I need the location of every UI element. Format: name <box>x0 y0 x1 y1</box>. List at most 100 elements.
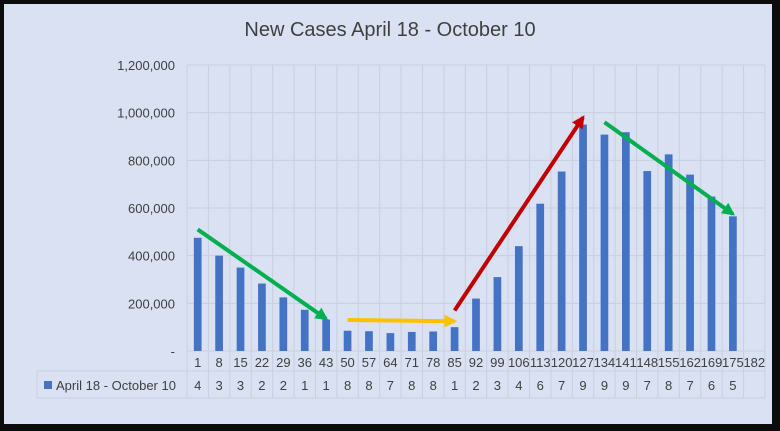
x-tick-label: 8 <box>215 355 222 370</box>
trend-arrow <box>603 120 735 216</box>
bar <box>215 255 223 351</box>
table-value: 1 <box>323 378 330 393</box>
table-value: 8 <box>365 378 372 393</box>
table-value: 7 <box>644 378 651 393</box>
x-tick-label: 106 <box>508 355 530 370</box>
bar <box>365 331 373 351</box>
bar <box>236 267 245 351</box>
x-tick-label: 64 <box>383 355 397 370</box>
bar <box>300 309 309 351</box>
x-tick-label: 22 <box>255 355 269 370</box>
bar <box>386 333 395 351</box>
x-tick-label: 1 <box>194 355 201 370</box>
table-value: 1 <box>301 378 308 393</box>
table-value: 4 <box>515 378 522 393</box>
table-value: 8 <box>665 378 672 393</box>
table-value: 3 <box>237 378 244 393</box>
table-value: 2 <box>280 378 287 393</box>
x-tick-label: 127 <box>572 355 594 370</box>
table-value: 9 <box>622 378 629 393</box>
y-tick-label: 600,000 <box>128 201 175 216</box>
bar <box>493 277 502 351</box>
bar <box>664 154 673 351</box>
x-tick-label: 182 <box>743 355 765 370</box>
x-tick-label: 85 <box>447 355 461 370</box>
bar <box>407 331 416 351</box>
table-value: 5 <box>729 378 736 393</box>
table-value: 7 <box>558 378 565 393</box>
x-tick-label: 57 <box>362 355 376 370</box>
bar <box>450 327 459 351</box>
legend-key <box>44 381 52 389</box>
table-value: 2 <box>472 378 479 393</box>
bar <box>258 283 266 351</box>
x-tick-label: 120 <box>551 355 573 370</box>
bar <box>279 297 288 351</box>
bar <box>707 196 716 351</box>
legend-label: April 18 - October 10 <box>56 378 176 393</box>
bar <box>429 331 438 351</box>
y-tick-label: 400,000 <box>128 249 175 264</box>
table-value: 8 <box>344 378 351 393</box>
x-tick-label: 92 <box>469 355 483 370</box>
table-value: 9 <box>579 378 586 393</box>
table-value: 7 <box>387 378 394 393</box>
data-series <box>193 124 737 351</box>
y-tick-label: 800,000 <box>128 153 175 168</box>
x-tick-label: 134 <box>594 355 616 370</box>
y-tick-label: 1,000,000 <box>117 106 175 121</box>
x-tick-label: 141 <box>615 355 637 370</box>
bar <box>729 216 737 351</box>
bar <box>557 171 566 351</box>
x-tick-label: 99 <box>490 355 504 370</box>
table-value: 8 <box>408 378 415 393</box>
table-value: 6 <box>537 378 544 393</box>
table-value: 7 <box>686 378 693 393</box>
bar <box>621 132 630 351</box>
table-value: 9 <box>601 378 608 393</box>
x-tick-label: 36 <box>298 355 312 370</box>
x-tick-label: 155 <box>658 355 680 370</box>
y-tick-label: - <box>171 344 175 359</box>
trend-arrows <box>196 115 735 328</box>
x-tick-label: 29 <box>276 355 290 370</box>
grid-lines <box>186 64 766 398</box>
bar <box>579 124 587 351</box>
x-tick-label: 175 <box>722 355 744 370</box>
bar <box>600 134 609 351</box>
bar <box>472 298 480 351</box>
trend-arrow <box>196 227 329 321</box>
bar <box>686 174 694 351</box>
table-value: 6 <box>708 378 715 393</box>
bar <box>536 203 545 351</box>
x-tick-label: 71 <box>405 355 419 370</box>
trend-arrow <box>347 314 458 328</box>
bar-chart: New Cases April 18 - October 10 - 200,000… <box>36 19 766 399</box>
x-tick-label: 43 <box>319 355 333 370</box>
x-tick-label: 113 <box>530 355 551 370</box>
table-value: 1 <box>451 378 458 393</box>
chart-area: New Cases April 18 - October 10 - 200,000… <box>4 4 772 424</box>
x-tick-label: 78 <box>426 355 440 370</box>
bar <box>193 237 202 351</box>
trend-arrow <box>452 115 585 312</box>
x-tick-label: 15 <box>233 355 247 370</box>
x-tick-label: 50 <box>340 355 354 370</box>
y-tick-label: 200,000 <box>128 296 175 311</box>
bar <box>343 330 352 351</box>
bar <box>514 246 523 351</box>
bar <box>643 171 652 351</box>
x-tick-label: 169 <box>701 355 723 370</box>
y-tick-label: 1,200,000 <box>117 58 175 73</box>
table-value: 8 <box>430 378 437 393</box>
x-tick-label: 148 <box>636 355 658 370</box>
table-value: 3 <box>494 378 501 393</box>
table-value: 3 <box>215 378 222 393</box>
table-value: 2 <box>258 378 265 393</box>
chart-title: New Cases April 18 - October 10 <box>244 19 535 41</box>
table-value: 4 <box>194 378 201 393</box>
x-tick-label: 162 <box>679 355 701 370</box>
data-table: 1483153222292361431508578647718788851922… <box>36 355 765 399</box>
bar <box>322 319 331 351</box>
y-axis: - 200,000 400,000 600,000 800,000 1,000,000 1,… <box>117 58 175 359</box>
